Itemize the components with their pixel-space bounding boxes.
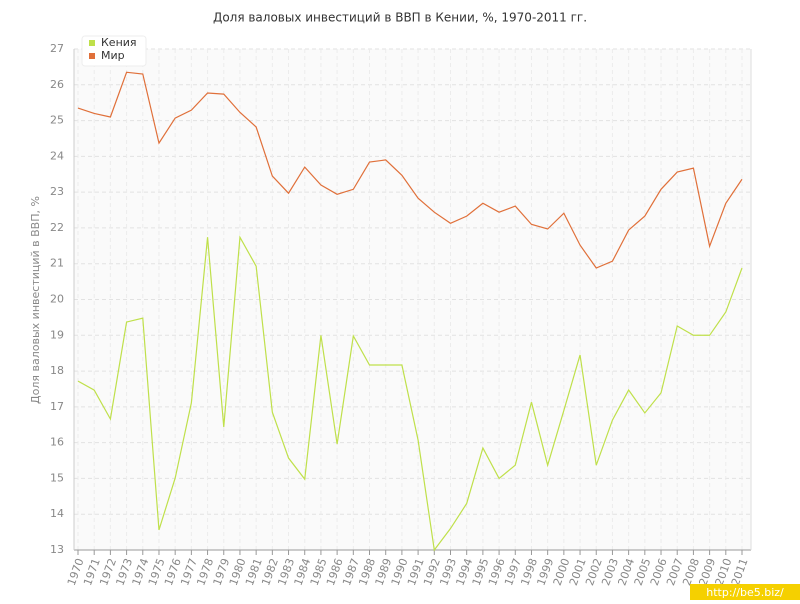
- y-tick-label: 16: [50, 436, 64, 449]
- y-tick-label: 22: [50, 221, 64, 234]
- series-line: [77, 235, 743, 552]
- y-tick-label: 27: [50, 42, 64, 55]
- y-tick-label: 21: [50, 257, 64, 270]
- watermark-bg: [690, 584, 800, 600]
- series-line: [77, 71, 743, 269]
- y-tick-label: 14: [50, 507, 64, 520]
- y-tick-label: 15: [50, 471, 64, 484]
- y-tick-label: 24: [50, 149, 64, 162]
- y-tick-label: 18: [50, 364, 64, 377]
- y-tick-label: 20: [50, 293, 64, 306]
- y-tick-label: 23: [50, 185, 64, 198]
- y-tick-label: 25: [50, 114, 64, 127]
- watermark: http://be5.biz/: [706, 586, 784, 599]
- y-tick-label: 26: [50, 78, 64, 91]
- legend-label: Кения: [101, 36, 137, 49]
- legend-label: Мир: [101, 49, 125, 62]
- legend-box: [81, 35, 147, 67]
- y-axis-label: Доля валовых инвестиций в ВВП, %: [29, 196, 42, 404]
- y-tick-label: 13: [50, 543, 64, 556]
- y-tick-label: 19: [50, 328, 64, 341]
- y-tick-label: 17: [50, 400, 64, 413]
- legend-swatch: [89, 53, 95, 59]
- chart-title: Доля валовых инвестиций в ВВП в Кении, %…: [213, 11, 587, 25]
- legend-swatch: [89, 40, 95, 46]
